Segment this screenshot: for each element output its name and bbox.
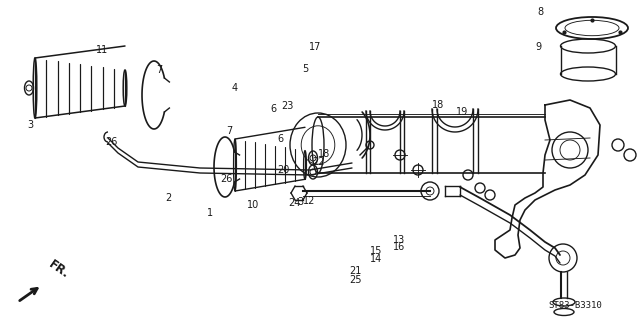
Text: 12: 12 [303, 196, 316, 206]
Text: 15: 15 [369, 246, 382, 256]
Text: 26: 26 [220, 173, 233, 184]
Text: 4: 4 [231, 83, 238, 93]
Text: 16: 16 [393, 242, 406, 252]
Text: 6: 6 [277, 134, 283, 144]
Text: 26: 26 [105, 137, 118, 148]
Text: ST83-B3310: ST83-B3310 [548, 300, 602, 309]
Text: 9: 9 [535, 42, 541, 52]
Text: 19: 19 [455, 107, 468, 117]
Text: FR.: FR. [46, 257, 71, 281]
Text: 22: 22 [312, 156, 325, 167]
Text: 11: 11 [96, 44, 108, 55]
Text: 23: 23 [282, 100, 294, 111]
Text: 13: 13 [393, 235, 406, 245]
Text: 20: 20 [277, 164, 290, 175]
Text: 7: 7 [156, 65, 162, 76]
Text: 21: 21 [349, 266, 362, 276]
Text: 3: 3 [297, 196, 304, 207]
Text: 25: 25 [349, 275, 362, 285]
Text: 5: 5 [303, 64, 309, 74]
Text: 18: 18 [432, 100, 445, 110]
Text: 6: 6 [271, 104, 277, 114]
Text: 18: 18 [317, 148, 330, 159]
Text: 7: 7 [226, 126, 233, 136]
Text: 10: 10 [247, 200, 260, 210]
Text: 24: 24 [288, 198, 301, 208]
Text: 1: 1 [207, 208, 213, 218]
Text: 2: 2 [166, 193, 172, 204]
Text: 3: 3 [27, 120, 33, 130]
Text: 8: 8 [537, 7, 543, 17]
Text: 17: 17 [309, 42, 322, 52]
Text: 14: 14 [369, 253, 382, 264]
